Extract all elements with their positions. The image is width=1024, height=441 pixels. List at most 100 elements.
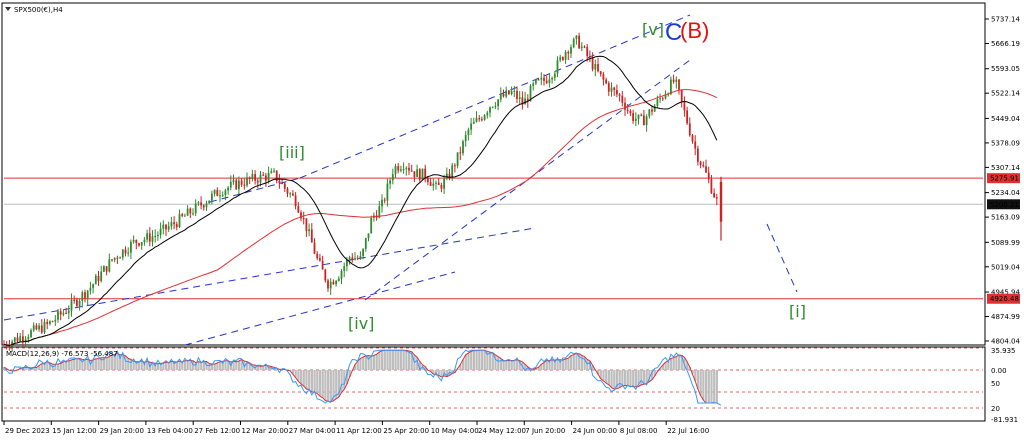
candle-body [572,38,575,48]
macd-histogram-bar [394,350,397,370]
candle-body [580,46,583,49]
macd-histogram-bar [516,359,519,370]
macd-histogram-bar [86,359,89,370]
candle-body [424,168,427,179]
candle-body [678,79,680,90]
candle-body [483,115,486,120]
candle-body [481,119,483,121]
macd-histogram-bar [602,370,605,381]
macd-histogram-bar [578,353,581,370]
macd-histogram-bar [586,359,589,370]
candle-body [680,89,683,102]
macd-histogram-bar [300,370,303,384]
candle-body [656,99,659,106]
macd-histogram-bar [402,350,405,370]
trend-line-lower-channel [3,227,536,321]
macd-histogram-bar [3,366,6,370]
macd-histogram-bar [399,350,403,370]
candle-body [310,229,313,243]
candle-body [265,175,267,181]
macd-histogram-bar [462,359,465,370]
candle-body [38,325,40,330]
candle-body [443,178,445,189]
candle-body [497,99,499,107]
price-tag-current: 5200.21 [990,201,1019,209]
candle-body [67,310,70,314]
macd-histogram-bar [54,364,57,370]
macd-histogram-bar [92,359,95,370]
price-tag-upper-box [987,173,1020,184]
macd-axis-label: 20 [991,405,1000,413]
macd-histogram-bar [181,361,184,370]
candle-body [292,193,294,196]
price-tick-label: 5737.14 [991,16,1020,24]
macd-histogram-bar [672,357,675,370]
macd-histogram-bar [151,362,154,370]
macd-histogram-bar [529,368,532,370]
candle-body [202,205,205,208]
macd-histogram-bar [135,361,138,370]
macd-histogram-bar [378,352,381,370]
macd-signal-line [3,349,717,404]
candle-body [13,337,16,342]
candle-body [359,256,362,259]
candle-body [127,252,130,254]
macd-histogram-bar [178,361,181,370]
macd-histogram-bar [410,351,413,370]
macd-histogram-bar [664,362,667,370]
candle-body [624,102,626,110]
macd-histogram-bar [129,359,133,370]
macd-histogram-bar [19,368,22,370]
candle-body [89,287,92,291]
candle-body [108,259,111,272]
candle-body [59,311,62,315]
candle-body [167,226,170,230]
candle-body [454,165,456,167]
macd-histogram-bar [440,370,443,377]
candle-body [294,195,297,207]
candle-body [213,189,216,194]
candle-body [618,94,621,96]
candle-body [348,257,351,260]
macd-histogram-bar [702,370,705,401]
macd-histogram-bar [632,370,635,387]
candle-body [219,195,221,197]
macd-axis-label: 50 [991,380,1000,388]
candle-body [354,258,356,260]
candle-body [564,51,567,60]
symbol-dropdown-icon[interactable] [5,7,11,11]
macd-histogram-bar [591,365,594,370]
candle-body [105,266,108,272]
candle-body [610,87,613,92]
macd-histogram-bar [713,370,716,403]
macd-axis-label: 0.00 [991,367,1007,375]
price-tick-label: 5019.04 [991,263,1020,271]
macd-histogram-bar [489,352,492,370]
macd-histogram-bar [275,368,278,370]
macd-histogram-bar [416,357,419,370]
candle-body [335,280,337,285]
macd-histogram-bar [143,362,146,370]
macd-histogram-bar [210,364,214,370]
macd-histogram-bar [502,360,505,370]
macd-histogram-bar [35,367,38,370]
candle-body [181,214,184,216]
macd-histogram-bar [381,350,384,370]
time-tick-label: 11 Apr 12:00 [336,427,382,435]
candle-body [707,172,710,180]
macd-histogram-bar [408,350,411,370]
candle-body [508,90,510,95]
macd-histogram-bar [362,357,365,370]
candle-body [76,299,78,306]
macd-histogram-bar [694,370,697,381]
candle-body [278,180,281,184]
candle-body [208,200,211,204]
macd-histogram-bar [540,364,543,370]
candle-body [327,280,329,289]
macd-histogram-bar [57,363,60,370]
macd-histogram-bar [305,370,308,389]
candle-body [157,234,159,236]
wave-label-v: [v] [642,20,664,39]
macd-histogram-bar [505,360,508,370]
